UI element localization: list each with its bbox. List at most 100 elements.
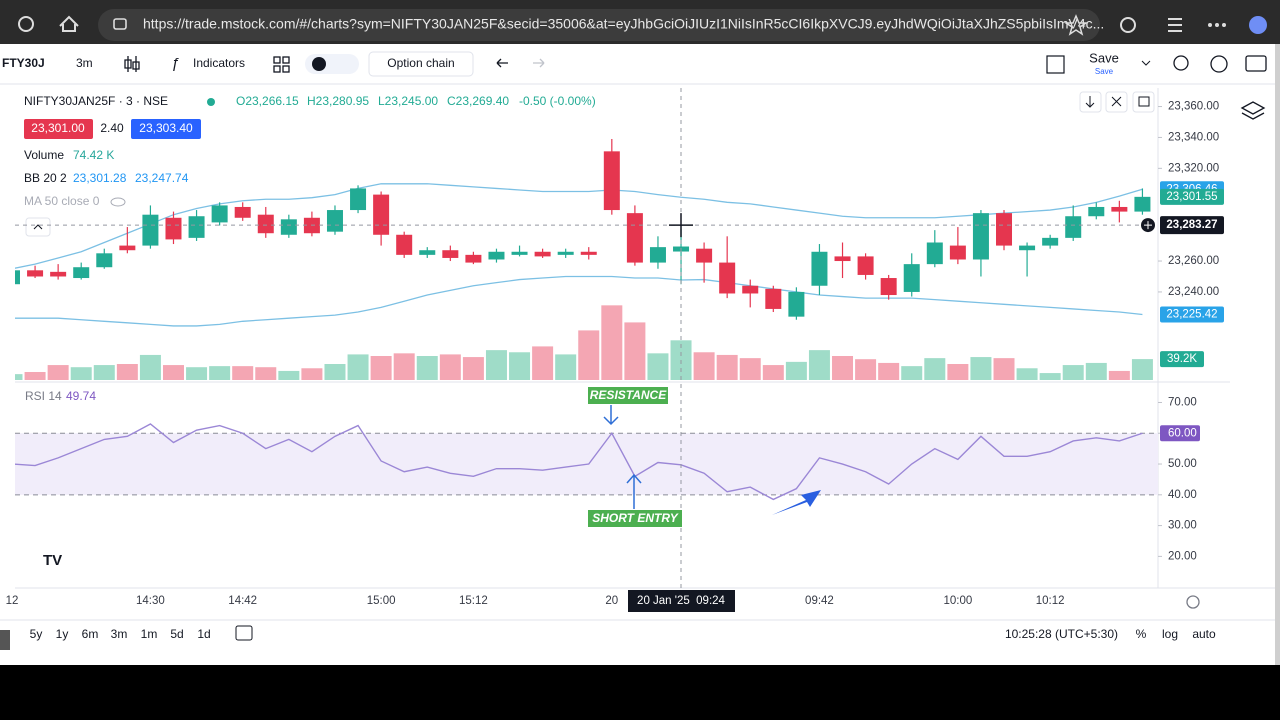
symbol[interactable]: FTY30J [2,56,45,70]
volume-bar [485,350,507,380]
snapshot-button[interactable] [1245,55,1267,72]
indicators-button[interactable]: Indicators [193,56,245,70]
volume-bar [785,361,807,380]
undo-button[interactable] [496,58,508,68]
ohlc-value: H23,280.95 [307,94,369,108]
candle-body [442,250,459,258]
volume-bar [716,354,738,380]
volume-bar [924,358,946,380]
candle-body [1134,196,1151,212]
add-alert-icon [1144,221,1152,230]
tv-logo[interactable]: TV [43,552,62,569]
date-range-button[interactable] [235,625,253,641]
cursor [669,213,693,238]
letterbox [0,665,1280,720]
market-status [207,98,215,106]
sidebar-handle [0,630,10,650]
volume-bar [1062,365,1084,380]
redo-button[interactable] [533,58,545,68]
x-tick-label: 15:00 [367,595,396,607]
bid-badge[interactable] [24,119,93,139]
candle-body [580,251,597,255]
volume-bar [70,367,92,380]
favorites-button[interactable] [1168,18,1182,32]
candle-body [534,251,551,257]
object-tree-button[interactable] [1240,101,1266,120]
scale-option[interactable]: % [1136,627,1147,641]
range-button[interactable]: 6m [82,627,99,641]
candle-body [142,214,159,246]
time-axis-settings[interactable] [1186,595,1200,609]
settings-button[interactable] [1210,55,1228,73]
candle-body [350,188,367,211]
candle-body [27,270,44,277]
save-button[interactable]: Save [1089,50,1119,65]
save-menu[interactable] [1141,60,1151,66]
volume-bar [301,368,323,380]
range-button[interactable]: 5y [30,627,43,641]
search-button[interactable] [1173,55,1189,71]
candle-body [96,253,113,268]
address-bar[interactable] [98,9,1100,41]
x-tick-label: 09:42 [805,595,834,607]
x-tick-label: 12 [6,595,19,607]
candle-body [788,291,805,317]
save-status: Save [1095,67,1114,76]
home-button[interactable] [59,15,79,32]
candle-body [1019,245,1036,251]
candle-body [557,251,574,255]
range-buttons: 5y 1y 6m 3m 1m 5d 1d [30,627,211,641]
y-tick-label: 20.00 [1168,550,1197,562]
reload-button[interactable] [18,16,34,32]
volume-bar [1016,368,1038,380]
candle-body [396,234,413,255]
volume-bar [901,366,923,380]
templates-button[interactable] [273,56,290,73]
volume-bar [370,356,392,380]
menu-button[interactable] [1208,23,1226,27]
clock: 10:25:28 (UTC+5:30) [1005,627,1118,641]
last-price-badge-label: 23,301.55 [1166,191,1217,203]
range-button[interactable]: 5d [170,627,183,641]
extensions-button[interactable] [1120,17,1136,33]
candle-body [857,256,874,275]
layout-button[interactable] [1046,55,1065,74]
y-tick-label: 23,320.00 [1168,162,1219,174]
ask-badge[interactable] [131,119,201,139]
y-tick-label: 30.00 [1168,520,1197,532]
range-button[interactable]: 1m [141,627,158,641]
candle-body [419,250,436,255]
hidden-icon[interactable] [110,197,126,207]
option-chain-button[interactable]: Option chain [387,56,454,70]
volume-bar [255,367,277,380]
favorite-button[interactable] [1063,14,1089,36]
candle-body [1088,206,1105,217]
collapse-legend[interactable] [25,217,51,237]
scale-option[interactable]: log [1162,627,1178,641]
volume-bar [324,364,346,380]
volume-bar [601,305,623,380]
chart-type-button[interactable] [124,56,140,72]
ohlc-value: O23,266.15 [236,94,299,108]
volume-bar [393,353,415,380]
candle-body [326,210,343,232]
volume-label: Volume [24,148,64,162]
bollinger-band [15,183,1143,269]
scale-option[interactable]: auto [1192,627,1216,641]
bb-label: BB 20 2 [24,171,67,185]
volume-bar [947,364,969,380]
volume-bar [139,354,161,380]
option-chain-box[interactable] [368,51,474,77]
interval[interactable]: 3m [76,56,93,70]
volume-bar [1108,370,1130,380]
copilot-button[interactable] [1249,16,1267,34]
candle-body [119,245,136,251]
crosshair-time-badge [628,590,735,612]
candle-body [15,270,20,285]
range-button[interactable]: 1y [56,627,69,641]
pane-controls[interactable] [1079,91,1155,113]
range-button[interactable]: 1d [197,627,210,641]
ohlc-value: -0.50 (-0.00%) [519,94,596,108]
range-button[interactable]: 3m [111,627,128,641]
volume-bar [1039,373,1061,380]
